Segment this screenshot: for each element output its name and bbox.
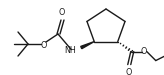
Text: O: O (126, 68, 132, 75)
Polygon shape (81, 42, 94, 49)
Text: O: O (141, 47, 147, 56)
Text: NH: NH (64, 46, 76, 55)
Text: O: O (41, 40, 47, 50)
Text: O: O (59, 8, 65, 17)
